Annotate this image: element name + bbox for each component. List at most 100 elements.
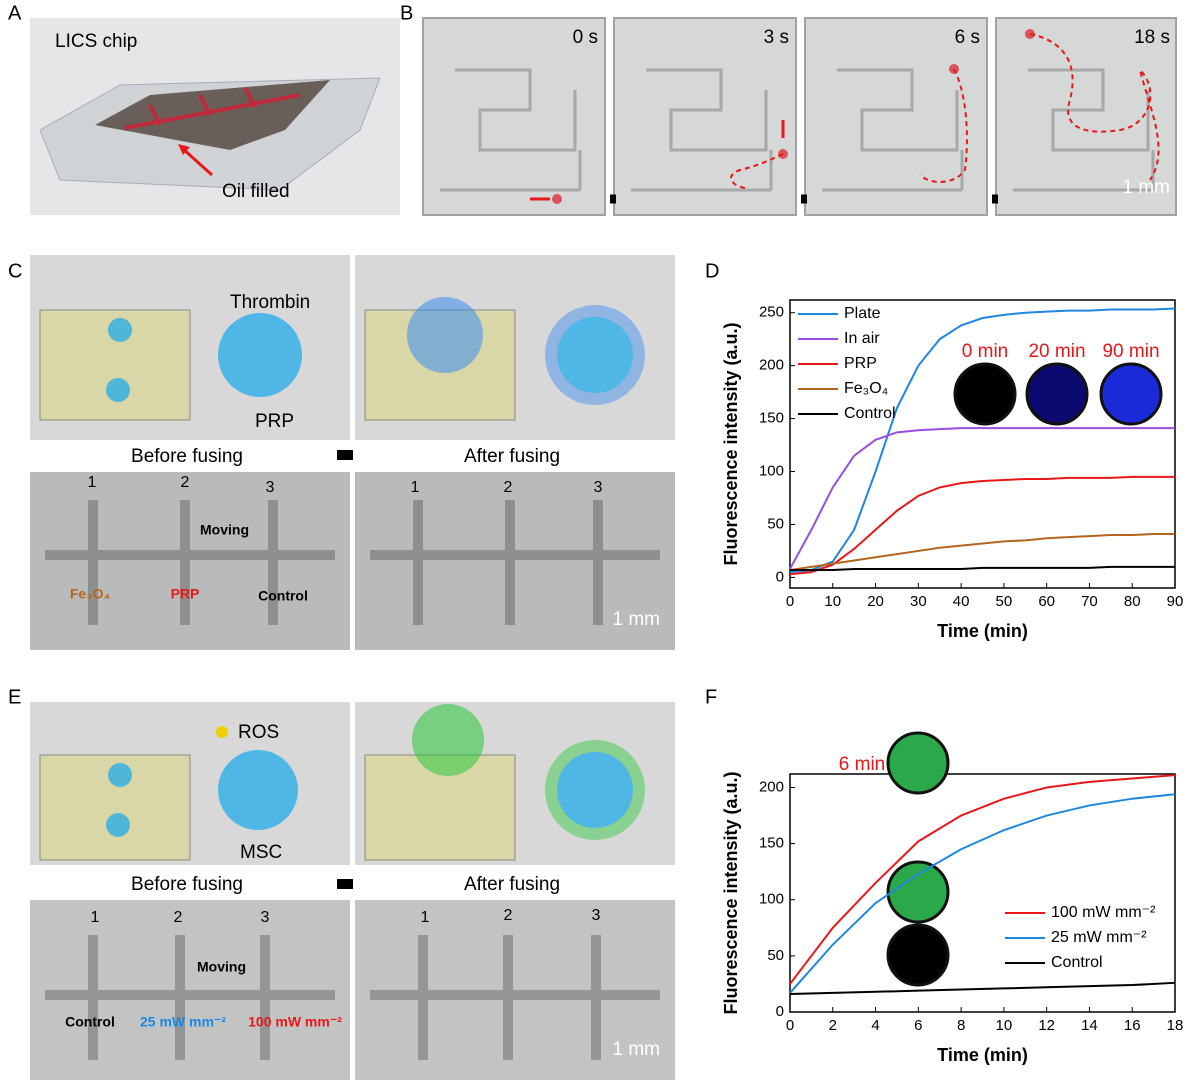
x-tick-label: 10 [824, 593, 841, 610]
x-tick-label: 14 [1081, 1017, 1098, 1034]
channels [45, 500, 660, 625]
stage-label: Before fusing [131, 446, 243, 467]
y-axis-label: Fluorescence intensity (a.u.) [721, 771, 741, 1014]
y-tick-label: 50 [767, 947, 784, 964]
chip-body [95, 80, 330, 150]
inset-image [1099, 362, 1163, 426]
inset-image [886, 860, 950, 924]
data-line [789, 475, 1175, 576]
annotation: 90 min [1102, 341, 1159, 362]
annotation: 6 min [839, 754, 885, 775]
moving-label: Moving [197, 959, 246, 975]
reagent-label: ROS [238, 722, 279, 743]
moving-label: Moving [200, 522, 249, 538]
x-tick-label: 18 [1167, 1017, 1184, 1034]
sample-label: 100 mW mm⁻² [248, 1014, 342, 1030]
scale-label: 1 mm [1123, 177, 1171, 198]
x-tick-label: 16 [1124, 1017, 1141, 1034]
y-tick-label: 100 [759, 462, 784, 479]
inset-image [886, 923, 950, 987]
channel-number: 2 [181, 474, 190, 491]
channel-number: 3 [266, 479, 275, 496]
inset-image [953, 362, 1017, 426]
data-line [789, 307, 1176, 574]
legend-label: Control [1051, 954, 1103, 971]
stage-label: Before fusing [131, 874, 243, 895]
y-tick-label: 150 [759, 410, 784, 427]
y-tick-label: 200 [759, 778, 784, 795]
maze-frames [422, 17, 1177, 216]
x-tick-label: 30 [910, 593, 927, 610]
legend-label: Plate [844, 305, 881, 322]
legend-label: 25 mW mm⁻² [1051, 929, 1147, 946]
stage-label: After fusing [464, 446, 560, 467]
panel-label: B [400, 2, 413, 24]
time-label: 0 s [573, 27, 598, 48]
x-tick-label: 60 [1038, 593, 1055, 610]
chip-models [39, 704, 645, 861]
legend-label: PRP [844, 355, 877, 372]
sample-label: PRP [255, 411, 294, 432]
x-tick-label: 90 [1167, 593, 1184, 610]
y-tick-label: 100 [759, 891, 784, 908]
channel-number: 2 [504, 907, 513, 924]
sample-label: Control [258, 588, 308, 604]
plot-frame [789, 299, 1176, 589]
sample-label: 25 mW mm⁻² [140, 1014, 226, 1030]
time-label: 6 s [955, 27, 980, 48]
x-tick-label: 10 [996, 1017, 1013, 1034]
channel-number: 2 [504, 479, 513, 496]
legend-label: 100 mW mm⁻² [1051, 904, 1156, 921]
x-tick-label: 20 [867, 593, 884, 610]
channel-number: 3 [592, 907, 601, 924]
arrow [180, 146, 214, 177]
reagent-label: Thrombin [230, 292, 310, 313]
y-tick-label: 250 [759, 304, 784, 321]
channel-number: 1 [411, 479, 420, 496]
channel-number: 1 [88, 474, 97, 491]
channels [45, 935, 660, 1060]
inset-image [886, 731, 950, 795]
y-tick-label: 150 [759, 835, 784, 852]
sample-label: Control [65, 1014, 115, 1030]
data-line [789, 774, 1176, 985]
time-label: 18 s [1134, 27, 1170, 48]
channel-number: 1 [421, 909, 430, 926]
sample-label: PRP [171, 586, 200, 602]
panel-label: E [8, 686, 21, 708]
channel-number: 3 [261, 909, 270, 926]
y-tick-label: 200 [759, 357, 784, 374]
motion-arrows [530, 120, 785, 201]
sample-label: MSC [240, 842, 282, 863]
annotation: Oil filled [222, 181, 290, 202]
x-tick-label: 50 [996, 593, 1013, 610]
stage-label: After fusing [464, 874, 560, 895]
channel-number: 3 [594, 479, 603, 496]
oil-channels [124, 87, 301, 130]
panel-label: C [8, 260, 22, 282]
trajectories [730, 33, 1160, 189]
inset-image [1025, 362, 1089, 426]
x-tick-label: 70 [1081, 593, 1098, 610]
panel-label: A [8, 2, 22, 24]
y-axis-label: Fluorescence intensity (a.u.) [721, 322, 741, 565]
photo-title: LICS chip [55, 31, 137, 52]
sample-label: Fe₃O₄ [70, 586, 110, 602]
x-tick-label: 80 [1124, 593, 1141, 610]
data-line [790, 565, 1175, 571]
maze-channels [440, 68, 1155, 192]
scale-label: 1 mm [613, 1039, 661, 1060]
chip-models [39, 297, 645, 421]
x-tick-label: 40 [953, 593, 970, 610]
legend-label: Control [844, 405, 896, 422]
arrow-head [178, 144, 190, 155]
data-line [789, 981, 1176, 996]
legend-label: Fe₃O₄ [844, 380, 888, 397]
scale-label: 1 mm [613, 609, 661, 630]
y-tick-label: 50 [767, 515, 784, 532]
x-tick-label: 4 [871, 1017, 879, 1034]
channel-number: 2 [174, 909, 183, 926]
x-tick-label: 6 [914, 1017, 922, 1034]
plot-frame [789, 773, 1176, 1013]
